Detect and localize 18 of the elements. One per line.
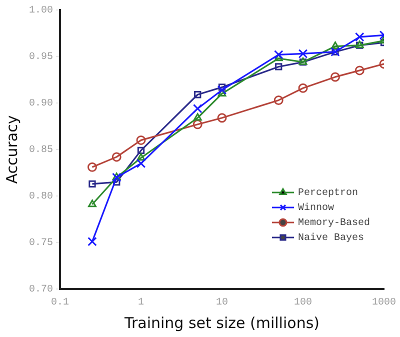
y-tick-label: 0.75	[28, 238, 54, 250]
legend-label: Memory-Based	[298, 217, 370, 230]
x-tick-label: 1	[138, 298, 144, 309]
y-tick-label: 0.70	[28, 284, 54, 296]
y-tick-label: 0.95	[28, 52, 54, 64]
x-tick-label: 10	[216, 298, 228, 309]
y-tick-label: 0.80	[28, 192, 54, 203]
x-tick-label: 0.1	[50, 298, 70, 309]
legend-label: Winnow	[298, 202, 334, 214]
x-tick-label: 1000	[372, 298, 396, 309]
y-tick-label: 1.00	[28, 6, 54, 17]
legend-label: Perceptron	[298, 188, 358, 200]
legend-label: Naive Bayes	[298, 232, 364, 244]
y-tick-label: 0.90	[28, 98, 54, 110]
y-tick-label: 0.85	[28, 145, 54, 156]
x-tick-label: 100	[294, 298, 312, 309]
x-axis-title: Training set size (millions)	[124, 314, 320, 332]
y-axis-title: Accuracy	[2, 115, 21, 184]
